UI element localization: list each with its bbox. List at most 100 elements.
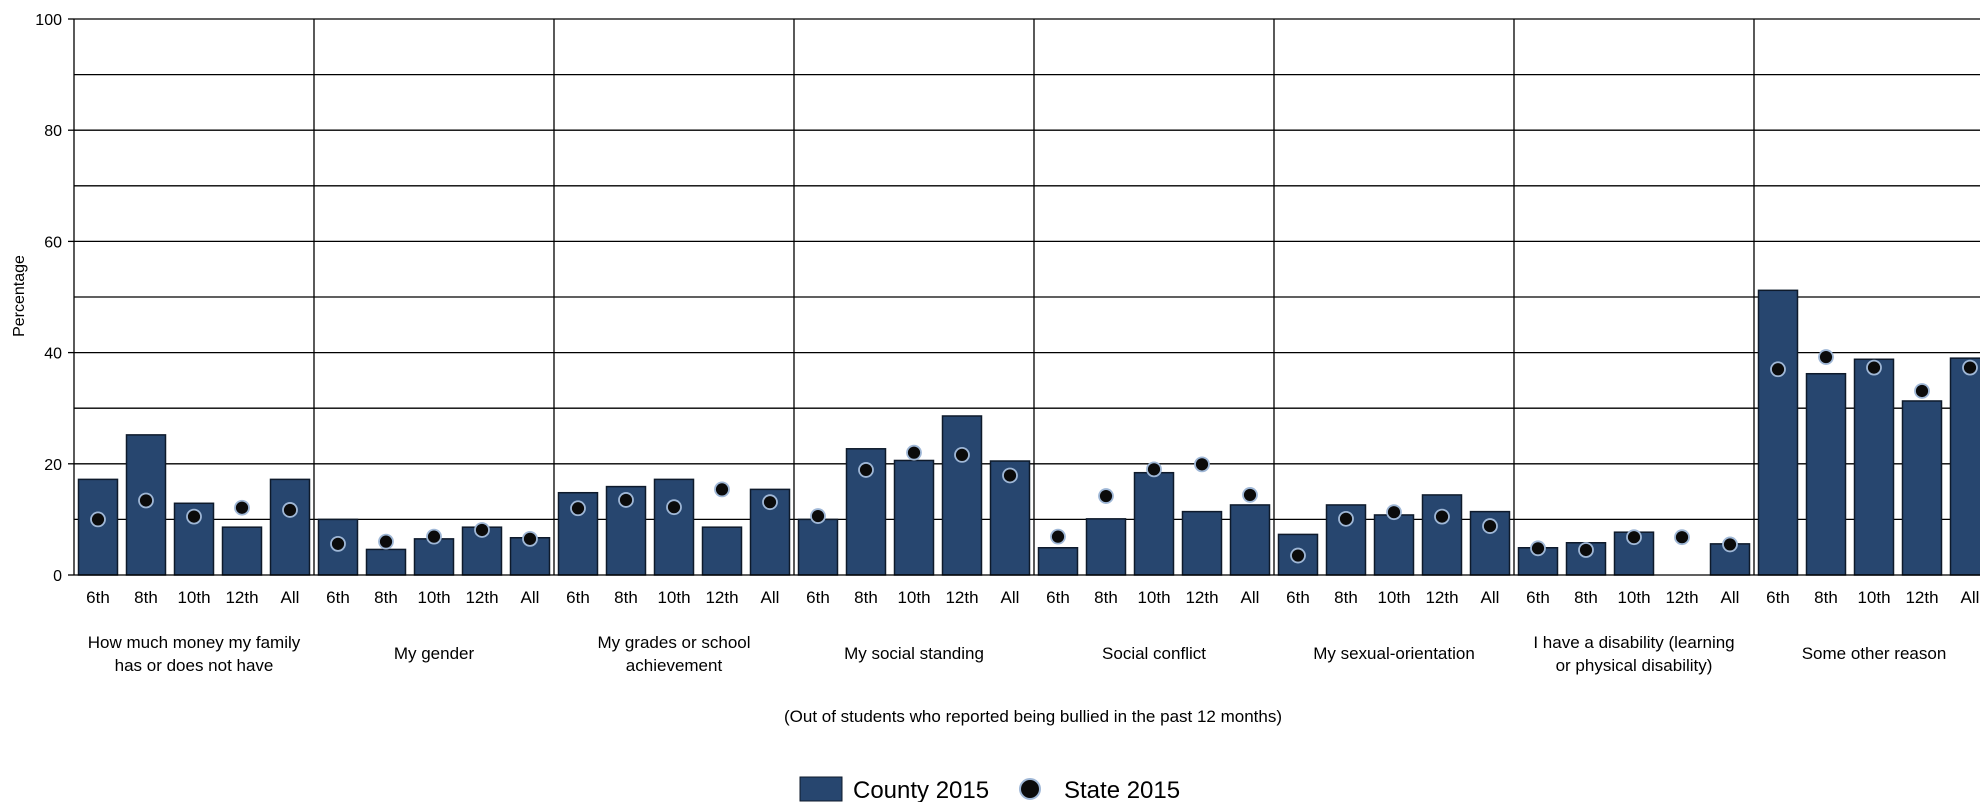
grade-label: 8th [374, 588, 398, 607]
county-bar [1183, 512, 1222, 575]
state-dot [1723, 537, 1737, 551]
county-bar [1759, 290, 1798, 575]
state-dot [619, 493, 633, 507]
grade-label: 12th [1905, 588, 1938, 607]
state-dot [379, 535, 393, 549]
legend-county-swatch [800, 777, 842, 801]
state-dot [1675, 530, 1689, 544]
county-bar [1231, 505, 1270, 575]
state-dot [1579, 543, 1593, 557]
x-labels: 6th 8th 10th 12th All How much money my famil… [86, 588, 1979, 675]
grade-label: 8th [614, 588, 638, 607]
state-dot [1003, 468, 1017, 482]
group-label: Some other reason [1802, 644, 1947, 663]
county-bar [799, 519, 838, 575]
state-dot [811, 509, 825, 523]
grade-label: All [1721, 588, 1740, 607]
state-dot [139, 493, 153, 507]
grade-label: 12th [225, 588, 258, 607]
grade-label: 10th [1617, 588, 1650, 607]
state-dot [1483, 519, 1497, 533]
state-dot [1771, 362, 1785, 376]
group-label: or physical disability) [1556, 656, 1713, 675]
county-bar [1855, 359, 1894, 575]
grade-label: 8th [134, 588, 158, 607]
grade-label: 6th [86, 588, 110, 607]
state-dot [475, 523, 489, 537]
grade-label: 10th [657, 588, 690, 607]
group-label: achievement [626, 656, 723, 675]
county-bar [943, 416, 982, 575]
grade-label: 10th [177, 588, 210, 607]
state-dot [1099, 489, 1113, 503]
x-axis-note: (Out of students who reported being bull… [784, 707, 1282, 726]
legend-county-label: County 2015 [853, 777, 989, 802]
grade-label: All [1001, 588, 1020, 607]
grade-label: All [1481, 588, 1500, 607]
county-bar [1951, 358, 1980, 575]
grade-label: 8th [1334, 588, 1358, 607]
legend: County 2015 State 2015 [800, 777, 1180, 802]
county-bar [1423, 495, 1462, 575]
grade-label: 8th [1094, 588, 1118, 607]
state-dot [1291, 549, 1305, 563]
county-bar [1375, 515, 1414, 575]
grade-label: 8th [1814, 588, 1838, 607]
state-dot [1819, 350, 1833, 364]
state-dot [667, 500, 681, 514]
group-label: How much money my family [88, 633, 301, 652]
state-dot [1243, 488, 1257, 502]
state-dot [427, 530, 441, 544]
grade-label: All [281, 588, 300, 607]
grade-label: 12th [1425, 588, 1458, 607]
y-tick-label: 100 [35, 12, 62, 29]
state-dot [187, 510, 201, 524]
county-bar [1903, 401, 1942, 575]
state-dot [955, 448, 969, 462]
state-dot [1627, 530, 1641, 544]
state-dot [1339, 512, 1353, 526]
grade-label: 10th [1857, 588, 1890, 607]
group-label: My gender [394, 644, 475, 663]
grade-label: 6th [566, 588, 590, 607]
state-dot [235, 501, 249, 515]
state-dot [283, 503, 297, 517]
legend-state-marker [1020, 779, 1040, 799]
grade-label: 6th [1286, 588, 1310, 607]
county-bar [703, 527, 742, 575]
group-label: has or does not have [115, 656, 274, 675]
county-bar [1135, 473, 1174, 575]
grade-label: 12th [465, 588, 498, 607]
legend-state-label: State 2015 [1064, 777, 1180, 802]
state-dot [1963, 361, 1977, 375]
state-dot [715, 482, 729, 496]
grade-label: All [761, 588, 780, 607]
county-bar [1087, 519, 1126, 575]
y-tick-label: 0 [53, 568, 62, 585]
county-bars [79, 290, 1980, 575]
grade-label: 12th [1185, 588, 1218, 607]
y-axis-title: Percentage [11, 255, 28, 337]
y-tick-label: 20 [44, 457, 62, 474]
state-dot [1867, 361, 1881, 375]
grade-label: 10th [897, 588, 930, 607]
grade-label: 8th [1574, 588, 1598, 607]
state-dot [1387, 505, 1401, 519]
state-dot [1051, 530, 1065, 544]
state-dot [1435, 510, 1449, 524]
state-dot [331, 537, 345, 551]
grade-label: 8th [854, 588, 878, 607]
state-dot [907, 446, 921, 460]
group-label: My grades or school [597, 633, 750, 652]
grade-label: All [1961, 588, 1980, 607]
grade-label: 12th [945, 588, 978, 607]
county-bar [223, 527, 262, 575]
state-dot [523, 532, 537, 546]
county-bar [655, 479, 694, 575]
state-dot [91, 512, 105, 526]
state-dot [763, 495, 777, 509]
state-dot [859, 463, 873, 477]
county-bar [1807, 374, 1846, 575]
grade-label: 6th [1046, 588, 1070, 607]
